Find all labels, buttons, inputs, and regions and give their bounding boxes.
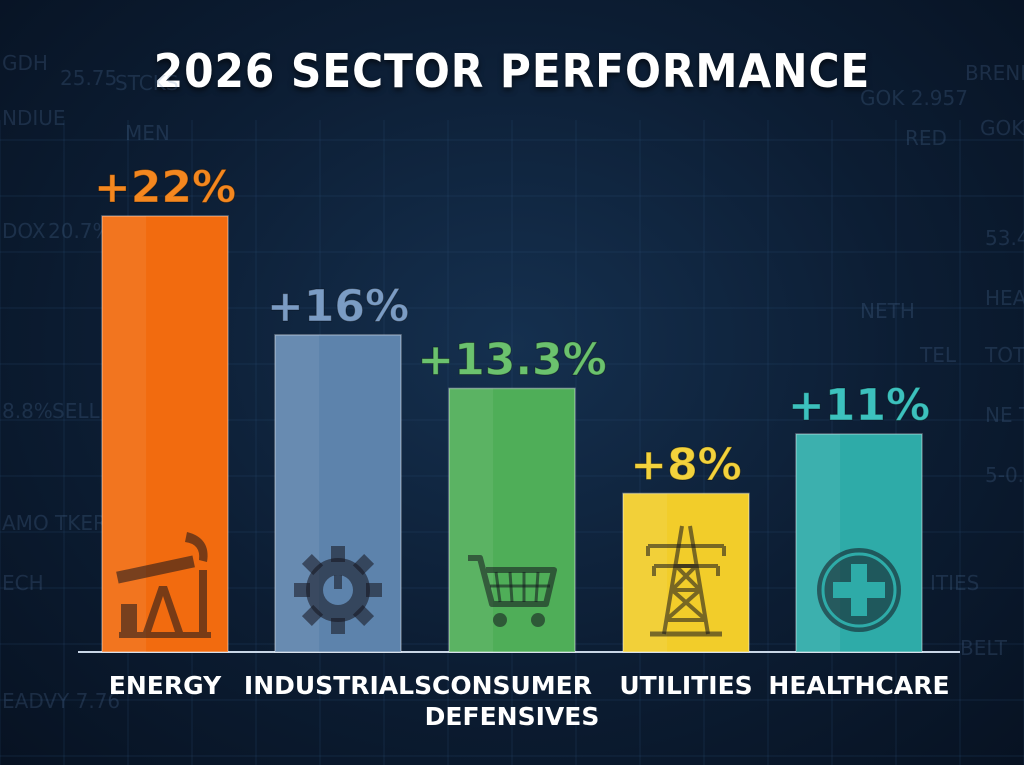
background-ticker-label: GOK [980, 116, 1024, 140]
background-ticker-label: BELT [960, 636, 1008, 660]
gear-icon [294, 546, 382, 634]
bar-highlight [102, 216, 147, 652]
background-ticker-label: SELL [52, 399, 100, 423]
background-ticker-label: 20.7% [48, 219, 112, 243]
medical-cross-icon [817, 548, 901, 632]
background-ticker-label: DOX [2, 219, 46, 243]
bar-icons-group [116, 525, 901, 638]
background-ticker-label: NDIUE [2, 106, 66, 130]
background-ticker-label: TOTA [984, 343, 1024, 367]
category-label: UTILITIES [619, 671, 752, 700]
power-tower-icon [646, 525, 726, 637]
category-label: INDUSTRIALS [244, 671, 432, 700]
data-label: +13.3% [417, 334, 607, 385]
background-ticker-label: EADVY 7.76 [2, 689, 120, 713]
background-ticker-label: RED [905, 126, 947, 150]
data-label: +16% [267, 281, 409, 332]
background-ticker-label: HEAL [985, 286, 1024, 310]
category-label: HEALTHCARE [768, 671, 949, 700]
background-ticker-label: BRENE [965, 61, 1024, 85]
bar-highlight [623, 493, 668, 652]
background-ticker-label: ECH [2, 571, 44, 595]
background-ticker-label: 5-0.2 [985, 463, 1024, 487]
background-ticker-label: GDH [2, 51, 48, 75]
background-ticker-label: AMO TKER [2, 511, 107, 535]
data-label: +11% [788, 380, 930, 431]
category-label: DEFENSIVES [425, 702, 600, 731]
background-ticker-label: TEL [919, 343, 957, 367]
category-label: ENERGY [109, 671, 222, 700]
data-label: +22% [94, 162, 236, 213]
background-ticker-label: STCKS [115, 71, 179, 95]
data-labels-group: +22% +16%+13.3% +8% +11% [93, 162, 930, 491]
background-ticker-label: NE T [985, 403, 1024, 427]
background-ticker-label: 25.75 [60, 66, 117, 90]
bar-consumer-defensives [448, 387, 576, 653]
background-ticker-label: 53.4 [985, 226, 1024, 250]
chart-title: 2026 SECTOR PERFORMANCE [153, 44, 871, 98]
category-label: CONSUMER [432, 671, 592, 700]
background-ticker-label: 8.8% [2, 399, 53, 423]
bar-highlight [449, 388, 494, 652]
oil-pump-icon [116, 532, 211, 638]
background-ticker-label: ITIES [930, 571, 979, 595]
background-ticker-label: MEN [125, 121, 170, 145]
data-label: +8% [630, 439, 742, 490]
background-ticker-label: GOK 2.957 [860, 86, 968, 110]
background-ticker-label: NETH [860, 299, 915, 323]
shopping-cart-icon [468, 555, 557, 627]
bar-utilities [622, 492, 750, 653]
